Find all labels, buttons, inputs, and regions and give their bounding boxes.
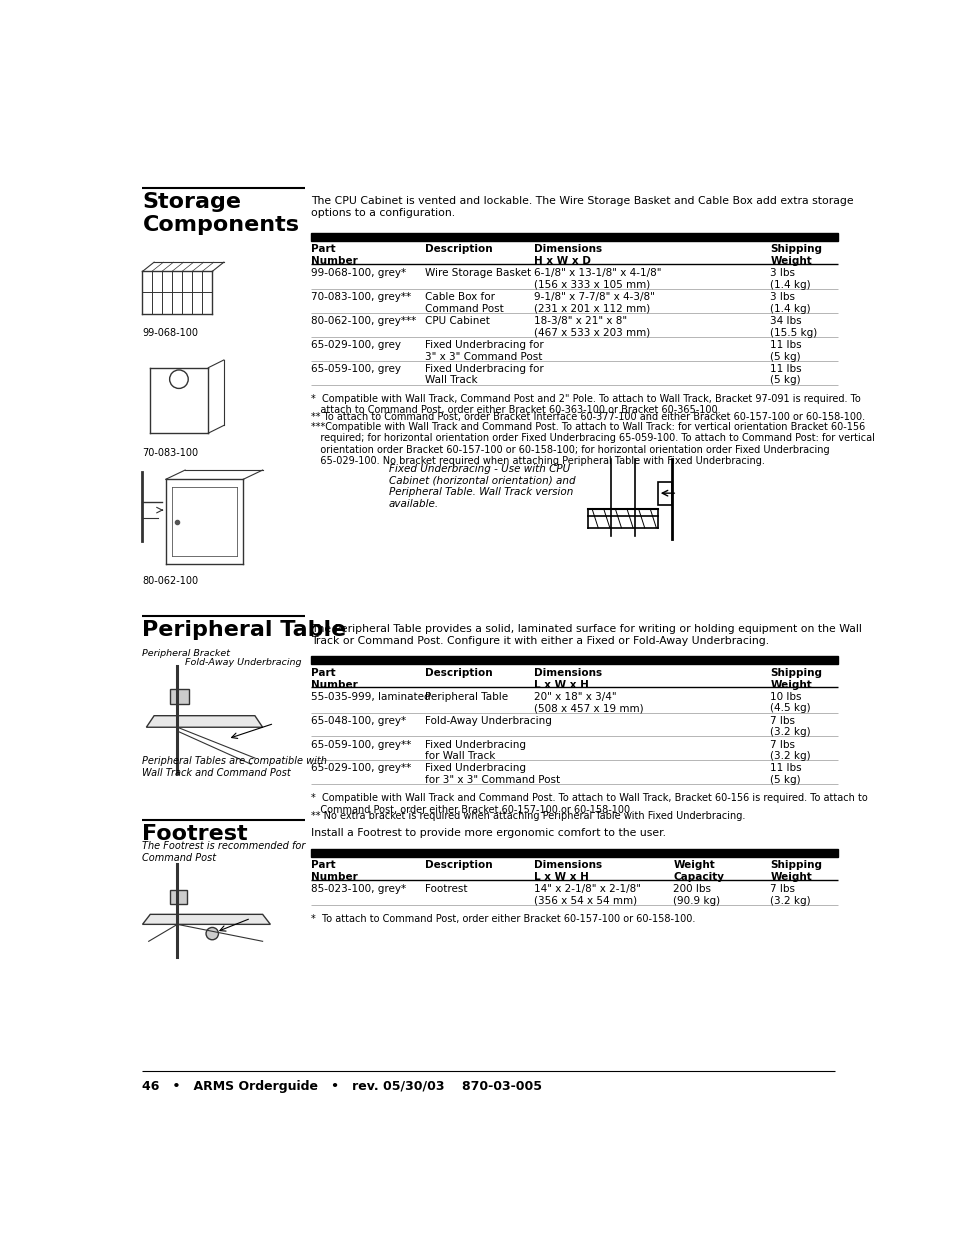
Text: 70-083-100, grey**: 70-083-100, grey** <box>311 293 411 303</box>
Text: 7 lbs
(3.2 kg): 7 lbs (3.2 kg) <box>769 740 810 761</box>
Text: 65-029-100, grey: 65-029-100, grey <box>311 340 401 350</box>
Text: *  To attach to Command Post, order either Bracket 60-157-100 or 60-158-100.: * To attach to Command Post, order eithe… <box>311 914 695 924</box>
Text: Fold-Away Underbracing: Fold-Away Underbracing <box>425 716 552 726</box>
Text: 80-062-100, grey***: 80-062-100, grey*** <box>311 316 416 326</box>
Text: Description: Description <box>425 861 493 871</box>
Text: 80-062-100: 80-062-100 <box>142 576 198 585</box>
Text: Peripheral Tables are compatible with
Wall Track and Command Post: Peripheral Tables are compatible with Wa… <box>142 757 327 778</box>
Text: 14" x 2-1/8" x 2-1/8"
(356 x 54 x 54 mm): 14" x 2-1/8" x 2-1/8" (356 x 54 x 54 mm) <box>534 884 640 906</box>
Text: Fixed Underbracing
for 3" x 3" Command Post: Fixed Underbracing for 3" x 3" Command P… <box>425 763 560 785</box>
Text: Dimensions
H x W x D: Dimensions H x W x D <box>534 245 601 266</box>
Text: 20" x 18" x 3/4"
(508 x 457 x 19 mm): 20" x 18" x 3/4" (508 x 457 x 19 mm) <box>534 692 643 714</box>
Text: 99-068-100, grey*: 99-068-100, grey* <box>311 268 406 278</box>
Text: The Peripheral Table provides a solid, laminated surface for writing or holding : The Peripheral Table provides a solid, l… <box>311 624 862 646</box>
Text: Part
Number: Part Number <box>311 861 357 882</box>
Polygon shape <box>142 914 270 924</box>
Text: Fixed Underbracing for
3" x 3" Command Post: Fixed Underbracing for 3" x 3" Command P… <box>425 340 543 362</box>
Text: 9-1/8" x 7-7/8" x 4-3/8"
(231 x 201 x 112 mm): 9-1/8" x 7-7/8" x 4-3/8" (231 x 201 x 11… <box>534 293 654 314</box>
Text: 6-1/8" x 13-1/8" x 4-1/8"
(156 x 333 x 105 mm): 6-1/8" x 13-1/8" x 4-1/8" (156 x 333 x 1… <box>534 268 660 290</box>
Text: Fixed Underbracing
for Wall Track: Fixed Underbracing for Wall Track <box>425 740 526 761</box>
Bar <box>170 689 189 704</box>
Circle shape <box>170 370 188 389</box>
Text: ** No extra bracket is required when attaching Peripheral Table with Fixed Under: ** No extra bracket is required when att… <box>311 811 745 821</box>
Text: The Footrest is recommended for
Command Post: The Footrest is recommended for Command … <box>142 841 306 863</box>
Text: Shipping
Weight: Shipping Weight <box>769 245 821 266</box>
Text: 65-048-100, grey*: 65-048-100, grey* <box>311 716 406 726</box>
Text: CPU Cabinet: CPU Cabinet <box>425 316 490 326</box>
Text: Install a Footrest to provide more ergonomic comfort to the user.: Install a Footrest to provide more ergon… <box>311 829 666 839</box>
Text: 11 lbs
(5 kg): 11 lbs (5 kg) <box>769 340 801 362</box>
Text: Weight
Capacity: Weight Capacity <box>673 861 723 882</box>
Bar <box>311 848 838 857</box>
Text: 11 lbs
(5 kg): 11 lbs (5 kg) <box>769 763 801 785</box>
Text: Fixed Underbracing - Use with CPU
Cabinet (horizontal orientation) and
Periphera: Fixed Underbracing - Use with CPU Cabine… <box>389 464 575 509</box>
Text: Peripheral Table: Peripheral Table <box>425 692 508 701</box>
Text: Footrest: Footrest <box>425 884 467 894</box>
Text: 99-068-100: 99-068-100 <box>142 327 198 337</box>
Text: 46   •   ARMS Orderguide   •   rev. 05/30/03    870-03-005: 46 • ARMS Orderguide • rev. 05/30/03 870… <box>142 1079 542 1093</box>
Text: 3 lbs
(1.4 kg): 3 lbs (1.4 kg) <box>769 293 810 314</box>
Text: ** To attach to Command Post, order Bracket Interface 60-377-100 and either Brac: ** To attach to Command Post, order Brac… <box>311 411 864 421</box>
Text: 7 lbs
(3.2 kg): 7 lbs (3.2 kg) <box>769 884 810 906</box>
Text: Peripheral Bracket: Peripheral Bracket <box>142 648 231 658</box>
Text: Dimensions
L x W x H: Dimensions L x W x H <box>534 861 601 882</box>
Bar <box>311 656 838 664</box>
Text: Cable Box for
Command Post: Cable Box for Command Post <box>425 293 503 314</box>
Text: Description: Description <box>425 245 493 254</box>
Text: Fold-Away Underbracing: Fold-Away Underbracing <box>185 658 301 667</box>
Text: Part
Number: Part Number <box>311 668 357 689</box>
Text: 18-3/8" x 21" x 8"
(467 x 533 x 203 mm): 18-3/8" x 21" x 8" (467 x 533 x 203 mm) <box>534 316 649 337</box>
Text: Shipping
Weight: Shipping Weight <box>769 861 821 882</box>
Text: 3 lbs
(1.4 kg): 3 lbs (1.4 kg) <box>769 268 810 290</box>
Text: ***Compatible with Wall Track and Command Post. To attach to Wall Track: for ver: ***Compatible with Wall Track and Comman… <box>311 421 875 467</box>
Bar <box>170 890 187 904</box>
Text: Wire Storage Basket: Wire Storage Basket <box>425 268 531 278</box>
Text: 7 lbs
(3.2 kg): 7 lbs (3.2 kg) <box>769 716 810 737</box>
Text: 10 lbs
(4.5 kg): 10 lbs (4.5 kg) <box>769 692 810 714</box>
Text: 65-059-100, grey**: 65-059-100, grey** <box>311 740 412 750</box>
Text: 34 lbs
(15.5 kg): 34 lbs (15.5 kg) <box>769 316 817 337</box>
Text: Fixed Underbracing for
Wall Track: Fixed Underbracing for Wall Track <box>425 364 543 385</box>
Bar <box>311 233 838 241</box>
Text: The CPU Cabinet is vented and lockable. The Wire Storage Basket and Cable Box ad: The CPU Cabinet is vented and lockable. … <box>311 196 853 217</box>
Text: Part
Number: Part Number <box>311 245 357 266</box>
Circle shape <box>206 927 218 940</box>
Text: 65-029-100, grey**: 65-029-100, grey** <box>311 763 412 773</box>
Text: 85-023-100, grey*: 85-023-100, grey* <box>311 884 406 894</box>
Bar <box>658 482 671 505</box>
Text: *  Compatible with Wall Track and Command Post. To attach to Wall Track, Bracket: * Compatible with Wall Track and Command… <box>311 793 867 815</box>
Text: 70-083-100: 70-083-100 <box>142 448 198 458</box>
Text: Storage
Components: Storage Components <box>142 193 299 236</box>
Text: 55-035-999, laminated: 55-035-999, laminated <box>311 692 431 701</box>
Text: Peripheral Table: Peripheral Table <box>142 620 346 640</box>
Text: 11 lbs
(5 kg): 11 lbs (5 kg) <box>769 364 801 385</box>
Polygon shape <box>146 716 262 727</box>
Text: Footrest: Footrest <box>142 824 248 845</box>
Text: 200 lbs
(90.9 kg): 200 lbs (90.9 kg) <box>673 884 720 906</box>
Text: 65-059-100, grey: 65-059-100, grey <box>311 364 401 374</box>
Text: Dimensions
L x W x H: Dimensions L x W x H <box>534 668 601 689</box>
Text: *  Compatible with Wall Track, Command Post and 2" Pole. To attach to Wall Track: * Compatible with Wall Track, Command Po… <box>311 394 861 415</box>
Text: Description: Description <box>425 668 493 678</box>
Text: Shipping
Weight: Shipping Weight <box>769 668 821 689</box>
